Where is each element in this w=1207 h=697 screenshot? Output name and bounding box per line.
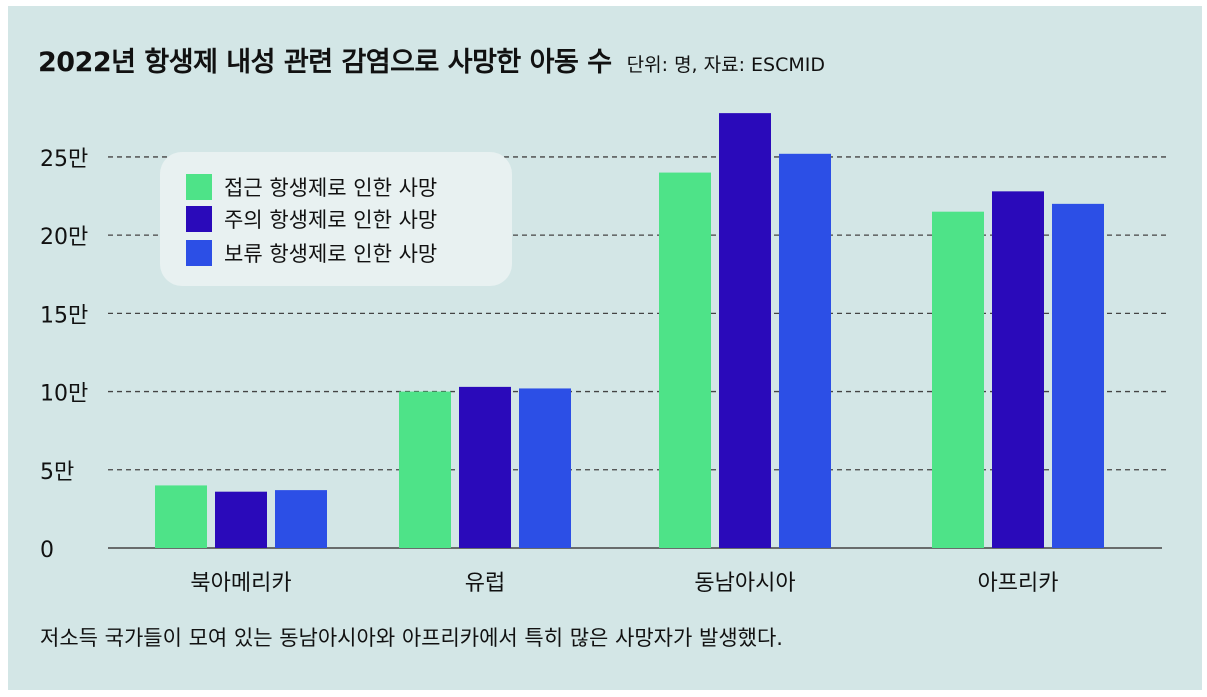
legend-label-watch: 주의 항생제로 인한 사망	[224, 208, 438, 232]
legend-item-reserve: 보류 항생제로 인한 사망	[186, 238, 437, 268]
bar-1-2	[519, 388, 571, 548]
chart-title: 2022년 항생제 내성 관련 감염으로 사망한 아동 수	[38, 47, 612, 78]
caption: 저소득 국가들이 모여 있는 동남아시아와 아프리카에서 특히 많은 사망자가 …	[40, 626, 783, 650]
legend-swatch-reserve	[186, 240, 212, 266]
y-tick-label: 15만	[40, 303, 88, 328]
bar-0-2	[275, 490, 327, 548]
bar-3-0	[932, 211, 984, 548]
legend-label-reserve: 보류 항생제로 인한 사망	[224, 242, 438, 266]
bar-1-0	[399, 391, 451, 548]
legend-label-access: 접근 항생제로 인한 사망	[224, 176, 438, 200]
y-tick-label: 0	[40, 538, 54, 563]
y-tick-label: 20만	[40, 225, 88, 250]
title-row: 2022년 항생제 내성 관련 감염으로 사망한 아동 수 단위: 명, 자료:…	[38, 40, 825, 79]
legend-swatch-access	[186, 174, 212, 200]
bar-3-1	[992, 191, 1044, 549]
bar-1-1	[459, 386, 511, 548]
chart-subtitle: 단위: 명, 자료: ESCMID	[626, 54, 825, 76]
bar-2-0	[659, 172, 711, 549]
y-tick-label: 25만	[40, 147, 88, 172]
x-tick-label: 유럽	[465, 571, 505, 596]
legend-swatch-watch	[186, 206, 212, 232]
legend-item-access: 접근 항생제로 인한 사망	[186, 172, 437, 202]
y-tick-label: 5만	[40, 460, 74, 485]
bar-2-2	[779, 153, 831, 549]
x-tick-label: 동남아시아	[694, 571, 795, 596]
bar-3-2	[1052, 203, 1104, 548]
bar-0-0	[155, 485, 207, 548]
legend-item-watch: 주의 항생제로 인한 사망	[186, 204, 437, 234]
bar-2-1	[719, 113, 771, 548]
x-tick-label: 아프리카	[978, 571, 1059, 596]
bar-0-1	[215, 491, 267, 548]
legend: 접근 항생제로 인한 사망 주의 항생제로 인한 사망 보류 항생제로 인한 사…	[160, 152, 512, 286]
y-tick-label: 10만	[40, 382, 88, 407]
x-tick-label: 북아메리카	[190, 571, 291, 596]
